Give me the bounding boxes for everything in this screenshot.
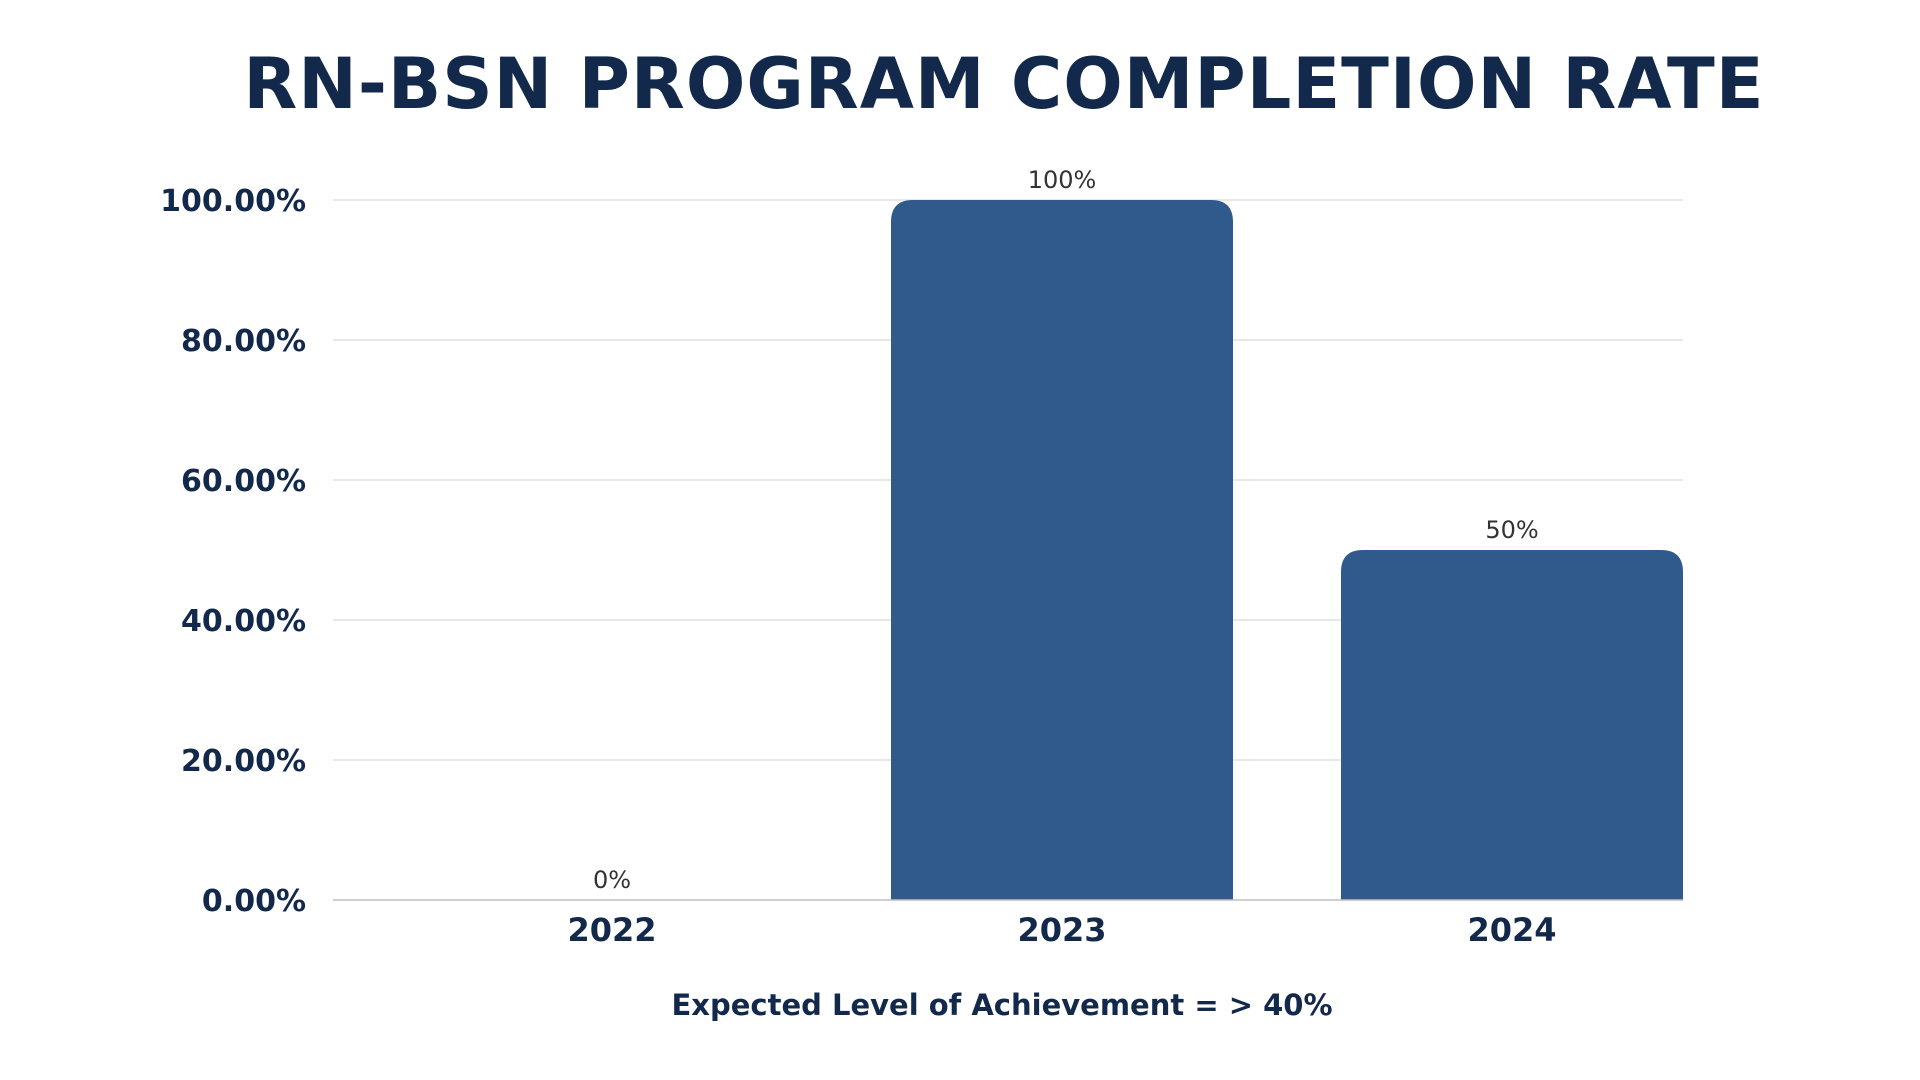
x-axis-categories: 2022 2023 2024 [567,911,1556,949]
x-category-label-2024: 2024 [1467,911,1556,949]
bars [891,200,1683,900]
data-labels: 0% 100% 50% [593,166,1539,894]
data-label-2022: 0% [593,866,631,894]
y-tick-label: 20.00% [181,744,306,779]
chart-title: RN-BSN PROGRAM COMPLETION RATE [243,43,1764,125]
y-tick-label: 60.00% [181,464,306,499]
y-tick-label: 0.00% [202,884,306,919]
data-label-2023: 100% [1028,166,1097,194]
bar-2023 [891,200,1233,900]
bar-2024 [1341,550,1683,900]
data-label-2024: 50% [1485,516,1538,544]
y-tick-label: 40.00% [181,604,306,639]
expected-achievement-note: Expected Level of Achievement = > 40% [671,988,1332,1022]
y-axis-ticks: 0.00% 20.00% 40.00% 60.00% 80.00% 100.00% [160,184,306,919]
x-category-label-2022: 2022 [567,911,656,949]
x-category-label-2023: 2023 [1017,911,1106,949]
y-tick-label: 80.00% [181,324,306,359]
y-tick-label: 100.00% [160,184,306,219]
